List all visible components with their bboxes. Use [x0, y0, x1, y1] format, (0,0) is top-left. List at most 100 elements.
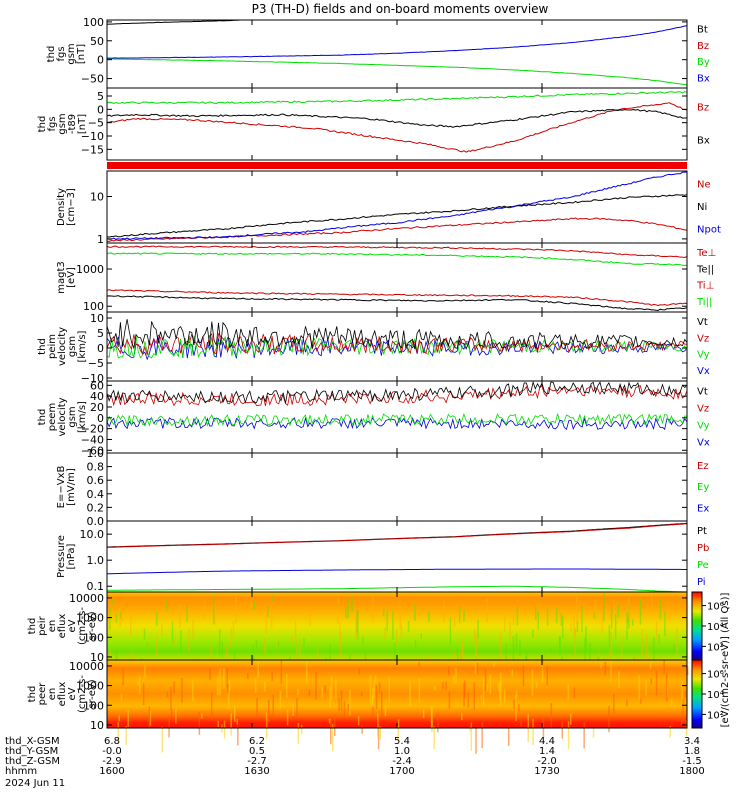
spectrogram-texture	[297, 688, 299, 696]
spectrogram-texture	[120, 693, 123, 701]
x-tick-label: 6.2	[249, 736, 265, 747]
spectrogram-texture	[512, 635, 515, 665]
spectrogram-texture	[233, 649, 236, 660]
spectrogram-texture	[264, 637, 266, 653]
legend-entry: Ex	[697, 503, 709, 514]
spectrogram-texture	[481, 722, 483, 749]
spectrogram-texture	[192, 619, 194, 641]
spectrogram-texture	[335, 680, 337, 699]
spectrogram-texture	[482, 676, 485, 706]
y-axis-label: thd	[27, 618, 38, 635]
spectrogram-texture	[537, 610, 539, 630]
y-axis-label: peim	[47, 334, 58, 359]
spectrogram-texture	[358, 668, 360, 674]
spectrogram-texture	[170, 687, 172, 710]
spectrogram-texture	[254, 678, 257, 693]
spectrogram-texture	[211, 692, 213, 721]
spectrogram-texture	[463, 610, 465, 622]
spectrogram-texture	[475, 727, 477, 754]
spectrogram-texture	[469, 726, 471, 732]
spectrogram-texture	[340, 631, 342, 659]
spectrogram-texture	[610, 632, 613, 655]
spectrogram-texture	[223, 720, 226, 739]
spectrogram-texture	[499, 684, 501, 700]
y-axis-label: [nT]	[76, 44, 87, 64]
spectrogram-texture	[655, 670, 658, 696]
y-tick-label: 5	[97, 90, 104, 103]
spectrogram-texture	[250, 598, 252, 609]
spectrogram-texture	[430, 705, 433, 728]
spectrogram-texture	[156, 635, 158, 656]
spectrogram-texture	[377, 724, 380, 750]
spectrogram-texture	[612, 599, 615, 615]
x-row-label: thd_Z-GSM	[5, 756, 60, 767]
spectrogram-texture	[475, 663, 477, 674]
legend-entry: Ne	[697, 180, 711, 191]
spectrogram-texture	[213, 603, 216, 625]
spectrogram-texture	[499, 632, 502, 662]
spectrogram-texture	[399, 601, 401, 629]
spectrogram-texture	[614, 614, 617, 640]
legend-entry: Vy	[697, 421, 710, 432]
y-axis-label: thd	[46, 46, 57, 63]
x-tick-label: -1.5	[682, 756, 702, 767]
spectrogram-texture	[397, 726, 399, 742]
spectrogram-texture	[292, 703, 294, 716]
panel-9: 10000 1000 100 10 thd peir en eflux eV (cm2-s-sr-…	[27, 591, 688, 686]
series-line-Vz	[106, 384, 688, 407]
x-tick-label: 4.4	[539, 736, 555, 747]
legend-entry: Ey	[697, 482, 709, 493]
spectrogram-texture	[382, 608, 385, 617]
spectrogram-texture	[130, 614, 132, 636]
series-line-Pe	[106, 568, 687, 575]
legend-entry: Npot	[697, 225, 721, 236]
spectrogram-texture	[503, 615, 506, 632]
spectrogram-texture	[255, 640, 258, 650]
spectrogram-texture	[594, 599, 596, 620]
spectrogram-texture	[308, 689, 311, 697]
spectrogram-texture	[397, 719, 400, 728]
series-line-Vy	[106, 413, 688, 427]
panel-frame	[106, 520, 688, 593]
y-axis-label: [eV]	[66, 267, 77, 288]
spectrogram-texture	[461, 638, 463, 650]
spectrogram-texture	[464, 680, 466, 698]
spectrogram-texture	[277, 640, 280, 649]
spectrogram-texture	[296, 698, 298, 718]
spectrogram-texture	[173, 681, 175, 693]
spectrogram-texture	[541, 661, 544, 683]
legend-entry: Pb	[697, 543, 709, 554]
spectrogram-texture	[265, 611, 267, 634]
spectrogram-texture	[306, 660, 308, 683]
spectrogram-texture	[550, 703, 553, 729]
y-axis-label: Density	[56, 188, 67, 226]
y-tick-label: 1.0	[87, 554, 105, 567]
y-tick-label: −15	[81, 143, 104, 156]
spectrogram-texture	[223, 668, 225, 689]
spectrogram-texture	[276, 636, 279, 651]
series-line-Bz	[106, 102, 688, 153]
spectrogram-texture	[272, 694, 274, 717]
spectrogram-texture	[445, 681, 447, 690]
spectrogram-texture	[515, 695, 517, 721]
y-tick-label: 1000	[76, 612, 104, 625]
y-tick-label: −5	[88, 117, 104, 130]
series-line-Vz	[106, 332, 687, 356]
x-row-label: 2024 Jun 11	[5, 778, 65, 789]
colorbar-tick-label: 10⁴	[707, 690, 724, 701]
spectrogram-texture	[493, 660, 495, 667]
spectrogram-texture	[149, 710, 152, 726]
spectrogram-texture	[253, 601, 256, 610]
legend-entry: Vx	[697, 438, 710, 449]
spectrogram-texture	[381, 691, 383, 716]
spectrogram-texture	[272, 595, 274, 602]
spectrogram-texture	[146, 642, 149, 647]
spectrogram-texture	[226, 667, 228, 689]
spectrogram-texture	[682, 698, 684, 723]
legend-entry: Ti⊥	[696, 281, 714, 292]
colorbar-strip	[691, 659, 703, 729]
y-axis-label: en	[47, 688, 58, 701]
x-tick-label: 1630	[244, 766, 269, 777]
series-line-Vt	[106, 319, 688, 350]
